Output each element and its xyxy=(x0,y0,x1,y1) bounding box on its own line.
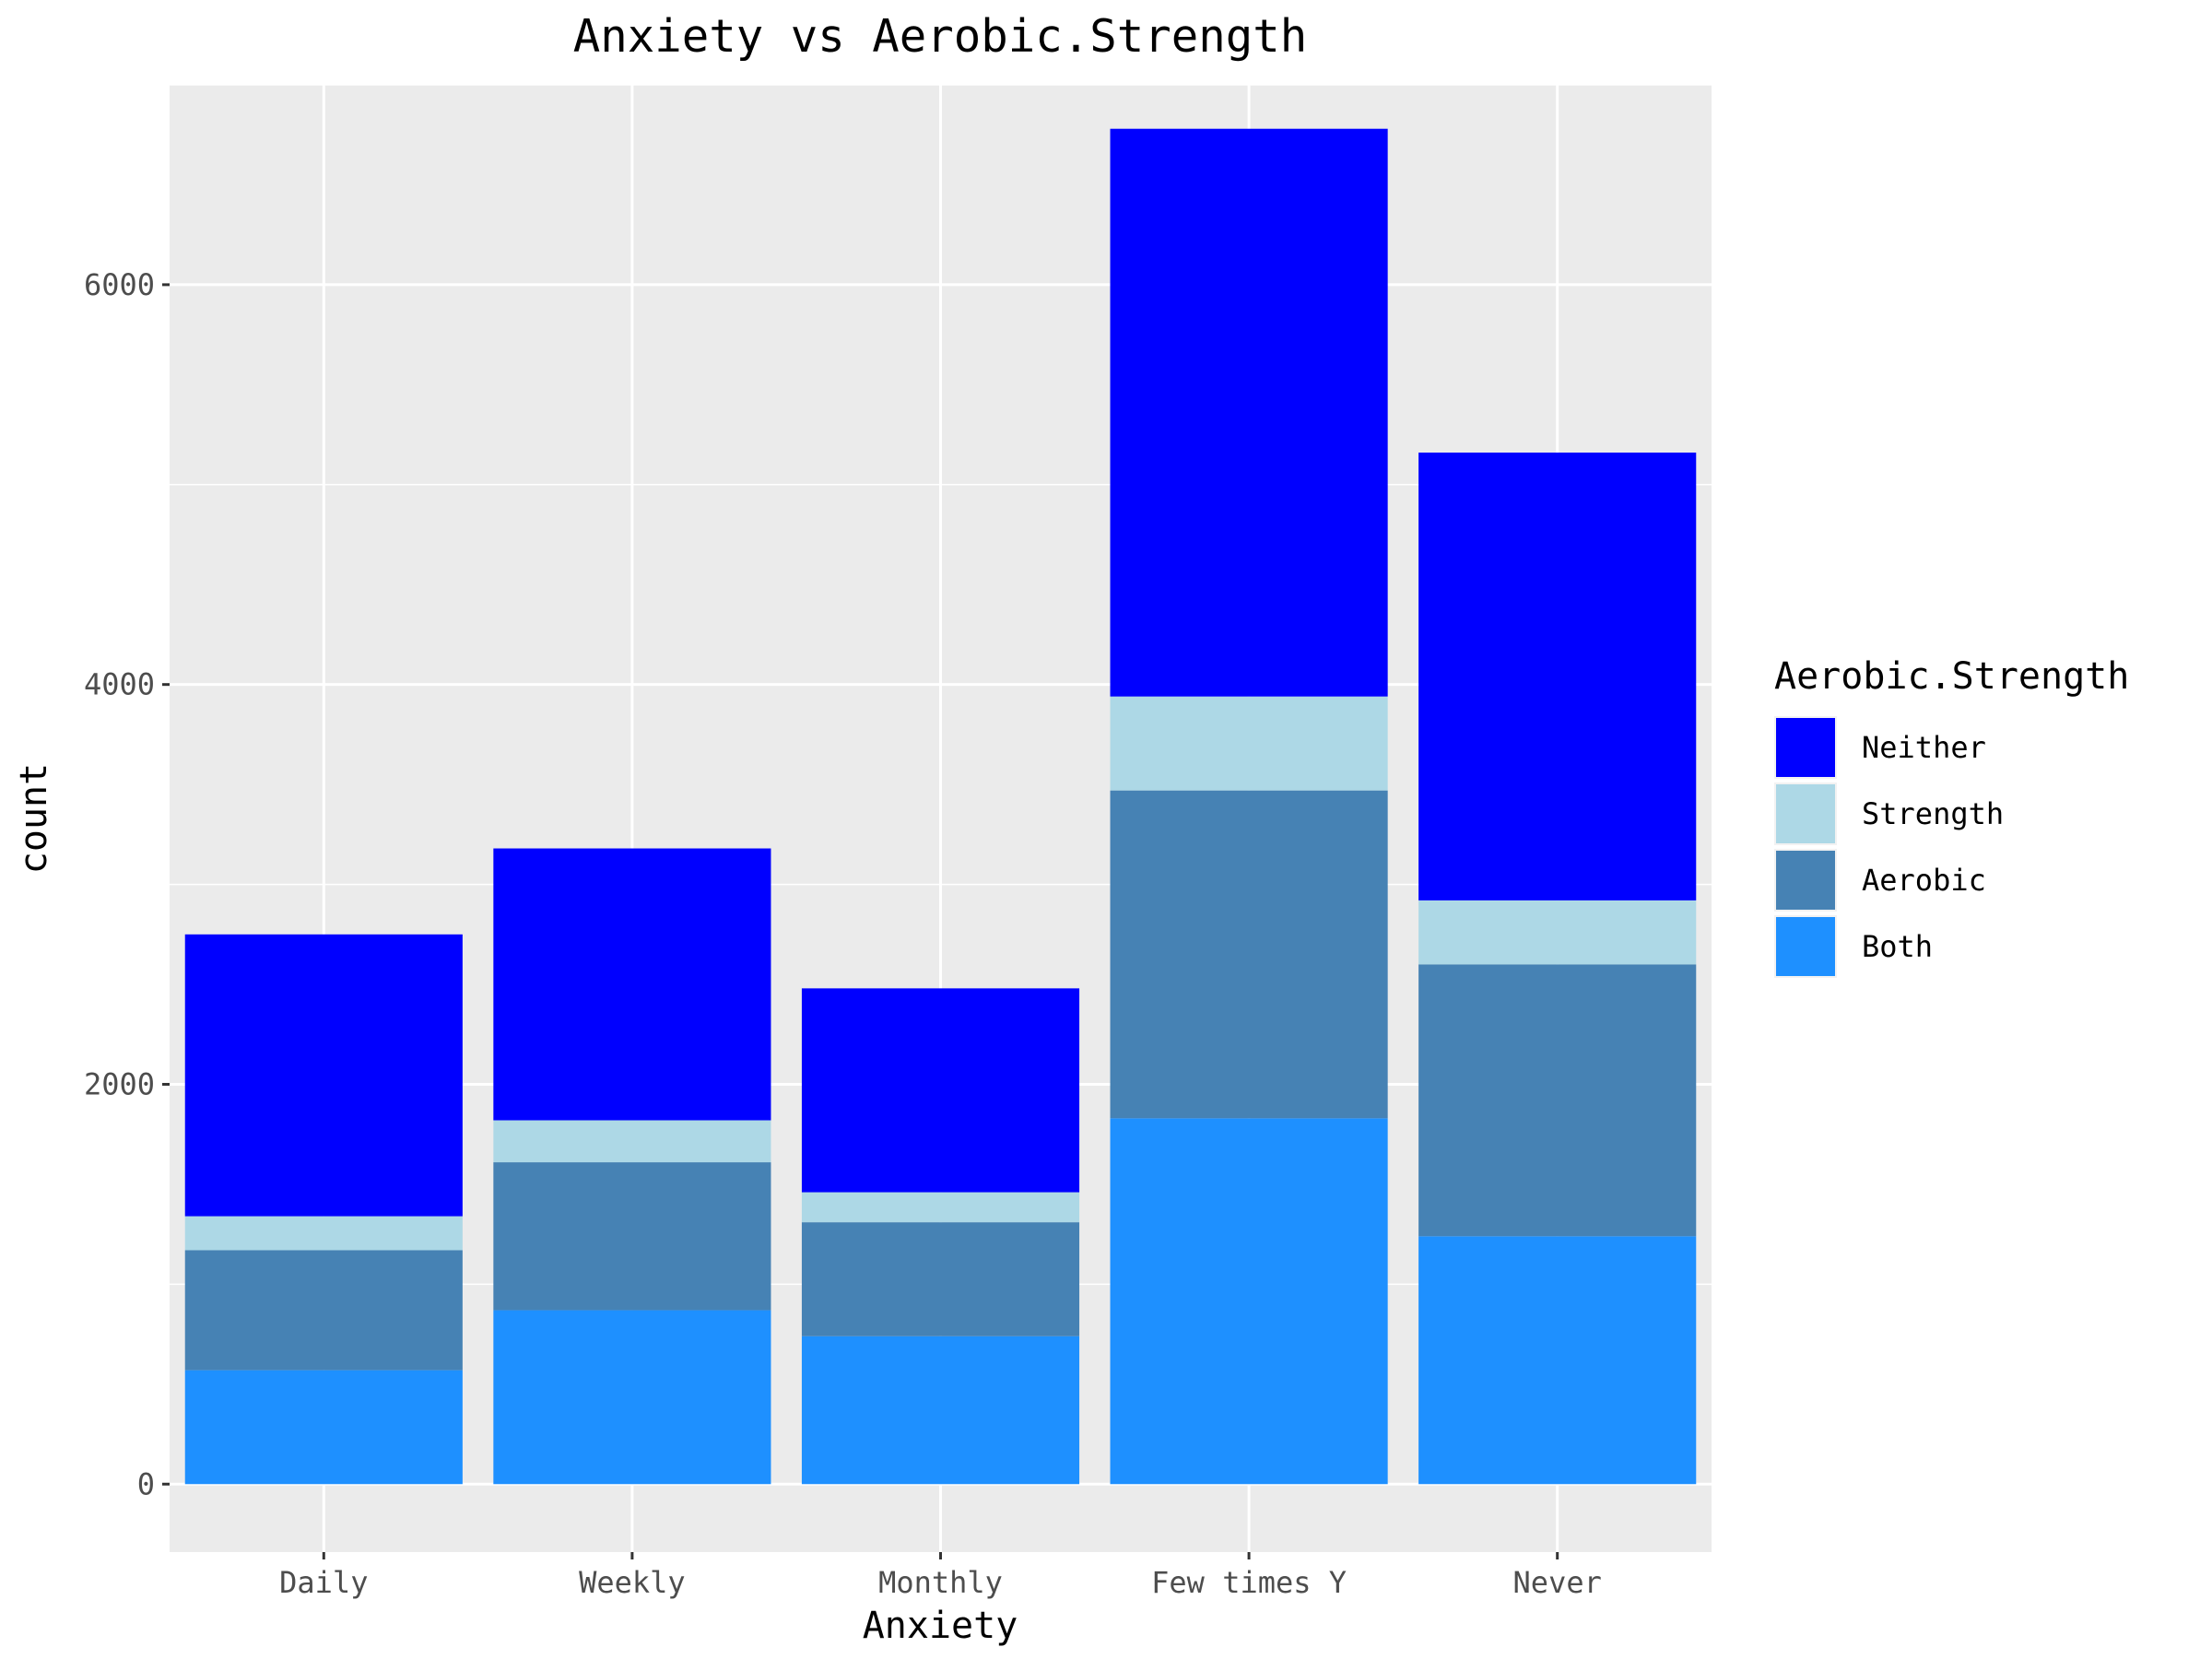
bar-segment-aerobic xyxy=(801,1222,1080,1336)
bar-segment-strength xyxy=(801,1192,1080,1223)
bar-segment-aerobic xyxy=(1418,964,1697,1237)
bar-segment-neither xyxy=(1110,128,1388,697)
legend-label: Strength xyxy=(1862,796,2004,831)
bar-segment-aerobic xyxy=(184,1250,463,1371)
y-tick-label: 0 xyxy=(137,1466,155,1501)
legend-label: Aerobic xyxy=(1862,863,1986,898)
bar-segment-both xyxy=(184,1370,463,1485)
bar-segment-neither xyxy=(493,848,771,1121)
legend-key-aerobic xyxy=(1776,851,1835,910)
x-tick-label: Never xyxy=(1513,1565,1602,1600)
y-axis: 0 2000 4000 6000 xyxy=(84,267,170,1501)
chart-title: Anxiety vs Aerobic.Strength xyxy=(573,10,1308,63)
x-axis: Daily Weekly Monthly Few times Y Never xyxy=(279,1552,1602,1600)
x-tick-label: Monthly xyxy=(878,1565,1003,1600)
x-tick-label: Daily xyxy=(279,1565,368,1600)
bar-segment-strength xyxy=(1418,900,1697,965)
bar-segment-strength xyxy=(493,1120,771,1163)
bar-segment-neither xyxy=(801,988,1080,1193)
x-tick-label: Weekly xyxy=(579,1565,686,1600)
y-tick-label: 2000 xyxy=(84,1066,155,1101)
legend-key-strength xyxy=(1776,784,1835,843)
bar-segment-aerobic xyxy=(1110,790,1388,1119)
legend-key-both xyxy=(1776,917,1835,976)
legend-title: Aerobic.Strength xyxy=(1774,655,2129,698)
x-tick-label: Few times Y xyxy=(1151,1565,1347,1600)
bar-segment-neither xyxy=(1418,453,1697,900)
x-axis-title: Anxiety xyxy=(863,1605,1018,1647)
bar-segment-both xyxy=(493,1310,771,1485)
y-tick-label: 4000 xyxy=(84,667,155,702)
bar-segment-strength xyxy=(1110,696,1388,791)
bar-segment-both xyxy=(801,1335,1080,1485)
legend-label: Neither xyxy=(1862,730,1986,765)
bar-segment-neither xyxy=(184,934,463,1217)
legend: Aerobic.Strength Neither Strength Aerobic B… xyxy=(1774,655,2129,978)
bars xyxy=(184,128,1697,1485)
y-tick-label: 6000 xyxy=(84,267,155,302)
bar-segment-strength xyxy=(184,1216,463,1251)
bar-segment-aerobic xyxy=(493,1162,771,1311)
legend-key-neither xyxy=(1776,718,1835,777)
y-axis-title: count xyxy=(13,763,55,874)
bar-segment-both xyxy=(1110,1118,1388,1485)
legend-label: Both xyxy=(1862,929,1933,964)
bar-segment-both xyxy=(1418,1236,1697,1485)
